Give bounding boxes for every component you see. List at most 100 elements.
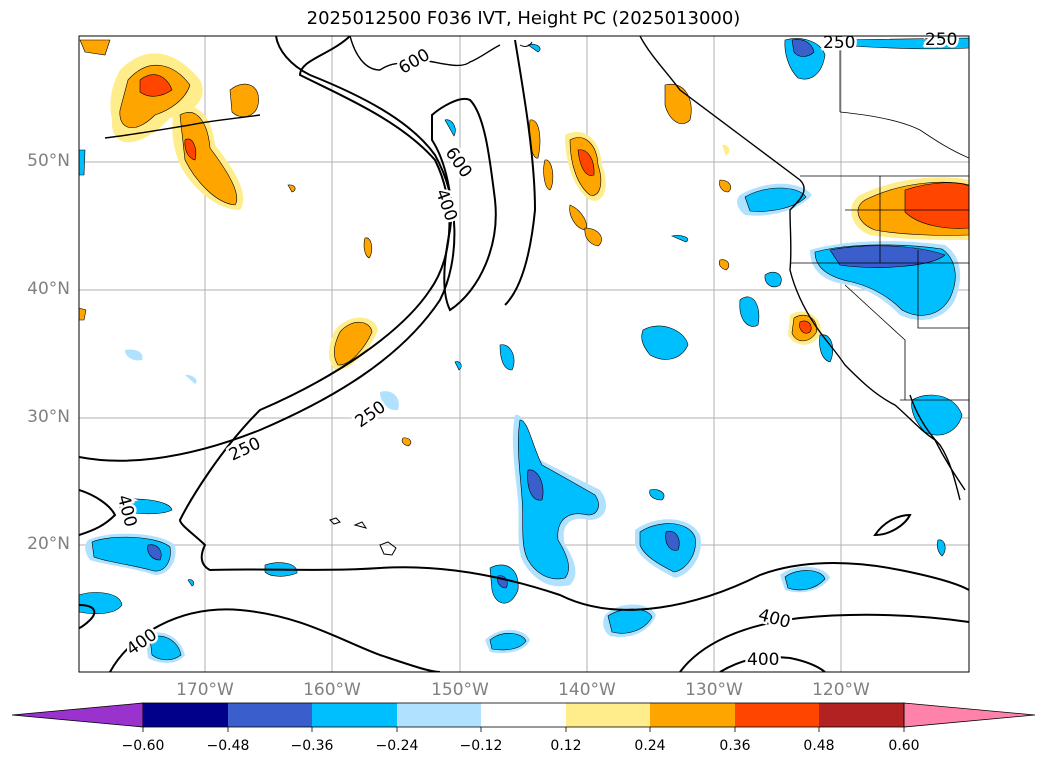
- ivt-patch: [607, 608, 653, 634]
- coastline-north-america: [639, 36, 966, 491]
- ivt-patch: [569, 204, 587, 231]
- contour-label: 250: [823, 33, 855, 53]
- island-hawaii: [329, 517, 341, 525]
- ivt-patch: [125, 349, 143, 361]
- ivt-patch: [744, 187, 807, 212]
- ivt-patch: [764, 271, 782, 288]
- ivt-patch: [829, 245, 946, 268]
- ivt-patch: [147, 544, 162, 561]
- colorbar-segment: [650, 703, 735, 727]
- ivt-patch: [363, 237, 373, 259]
- lon-label: 150°W: [431, 680, 489, 700]
- ivt-patch: [401, 437, 412, 447]
- ivt-patch: [739, 296, 760, 327]
- ivt-patch: [641, 325, 689, 360]
- ivt-patch: [334, 321, 373, 366]
- ivt-patch: [79, 39, 111, 56]
- colorbar-tick-label: 0.48: [803, 738, 835, 754]
- ivt-patch: [664, 83, 692, 124]
- colorbar-segment: [228, 703, 312, 727]
- colorbar-tick-label: 0.24: [634, 738, 666, 754]
- colorbar-tick-label: −0.48: [206, 738, 250, 754]
- ivt-patch: [936, 539, 946, 557]
- colorbar-segment: [481, 703, 566, 727]
- ivt-patch: [719, 179, 732, 193]
- contour-400: [79, 604, 96, 629]
- ivt-patch: [444, 119, 456, 137]
- colorbar-segment: [566, 703, 650, 727]
- colorbar-extend-low: [11, 702, 144, 728]
- ivt-patch: [670, 235, 689, 243]
- ivt-patch: [149, 635, 182, 661]
- contour-label: 250: [226, 434, 264, 466]
- ivt-patch: [543, 159, 554, 191]
- island: [519, 41, 533, 47]
- ivt-patch: [517, 419, 599, 580]
- map-frame: [78, 35, 970, 673]
- ivt-patch: [79, 592, 123, 615]
- ivt-patch: [527, 469, 544, 501]
- coastlines: [104, 36, 966, 501]
- negative-ivt-shading: [79, 37, 969, 663]
- ivt-patch: [79, 307, 87, 321]
- positive-ivt-shading: [79, 39, 969, 447]
- border-line: [839, 111, 969, 159]
- contour-label: 400: [756, 605, 793, 633]
- colorbar-tick-label: −0.36: [290, 738, 334, 754]
- colorbar-extend-high: [903, 702, 1036, 728]
- coastline-aleutians: [104, 114, 261, 139]
- colorbar-frame: [142, 702, 905, 728]
- contour-250: [79, 36, 456, 462]
- ivt-patch: [904, 182, 969, 229]
- islands: [329, 41, 533, 556]
- colorbar: [11, 702, 1036, 732]
- ivt-patch: [179, 112, 238, 206]
- ivt-patch: [287, 184, 296, 193]
- ivt-patch: [454, 361, 462, 371]
- map-area: [79, 36, 969, 672]
- ivt-patch: [784, 570, 826, 591]
- ivt-patch: [718, 259, 730, 271]
- lat-label: 20°N: [27, 534, 70, 554]
- contour-label: 400: [113, 493, 141, 530]
- height-contours: [79, 36, 969, 672]
- lat-label: 40°N: [27, 279, 70, 299]
- colorbar-tick-label: 0.36: [719, 738, 751, 754]
- lon-label: 140°W: [558, 680, 616, 700]
- figure-title: 2025012500 F036 IVT, Height PC (20250130…: [306, 8, 741, 29]
- lon-label: 120°W: [812, 680, 870, 700]
- border-line: [844, 284, 906, 400]
- ivt-patch: [499, 344, 515, 371]
- contour-400: [109, 608, 441, 672]
- contour-label: 400: [431, 186, 461, 223]
- contour-600: [431, 97, 497, 312]
- contour-400: [873, 513, 912, 537]
- lon-label: 170°W: [176, 680, 234, 700]
- ivt-patch: [799, 320, 812, 334]
- ivt-patch: [119, 498, 173, 515]
- lat-label: 50°N: [27, 151, 70, 171]
- ivt-patch: [489, 633, 527, 651]
- colorbar-tick-label: −0.12: [459, 738, 503, 754]
- ivt-patch: [380, 391, 399, 411]
- contour-250: [504, 39, 537, 306]
- lat-label: 30°N: [27, 407, 70, 427]
- coastline-north-america: [349, 36, 501, 71]
- ivt-patch: [722, 144, 730, 156]
- contour-label: 600: [395, 45, 433, 79]
- state-boundaries: [790, 36, 969, 401]
- contour-400: [79, 489, 117, 536]
- ivt-patch: [187, 579, 195, 587]
- contour-label: 400: [747, 650, 779, 670]
- ivt-patch: [649, 489, 665, 501]
- lon-label: 130°W: [685, 680, 743, 700]
- colorbar-tick-label: −0.24: [375, 738, 419, 754]
- island-hawaii: [353, 521, 368, 529]
- ivt-patch: [577, 149, 595, 176]
- colorbar-segment: [143, 703, 228, 727]
- gridlines: [79, 36, 969, 672]
- colorbar-tick-label: 0.60: [888, 738, 920, 754]
- coastline-baja: [909, 394, 961, 501]
- colorbar-segment: [397, 703, 481, 727]
